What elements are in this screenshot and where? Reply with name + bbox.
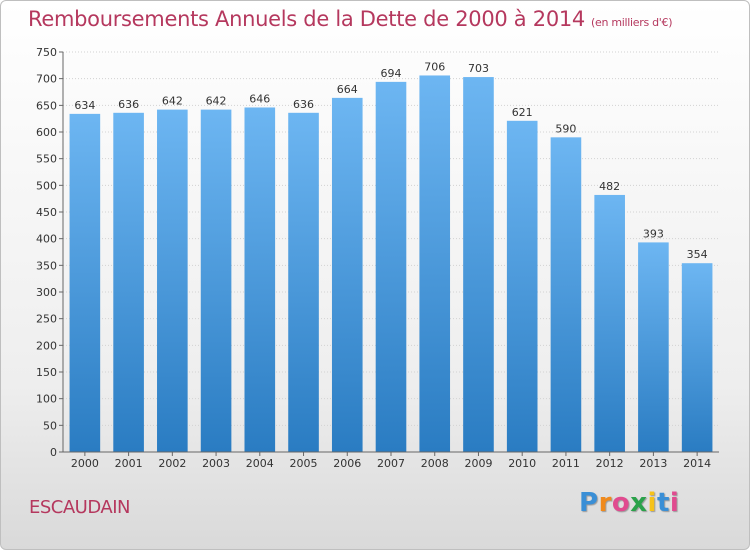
bar-value-label: 634: [74, 99, 95, 112]
y-tick-label: 350: [36, 259, 57, 272]
bar: [594, 194, 625, 452]
bar-value-label: 646: [249, 92, 270, 105]
x-tick-label: 2003: [202, 457, 230, 470]
bar-value-label: 636: [293, 98, 314, 111]
y-tick-label: 500: [36, 179, 57, 192]
x-tick-label: 2000: [71, 457, 99, 470]
y-tick-label: 400: [36, 233, 57, 246]
bar: [157, 109, 188, 452]
x-tick-label: 2014: [683, 457, 711, 470]
bar-value-label: 393: [643, 227, 664, 240]
bar: [69, 113, 101, 452]
x-tick-label: 2012: [596, 457, 624, 470]
y-tick-label: 200: [36, 339, 57, 352]
y-tick-label: 100: [36, 393, 57, 406]
bar-value-label: 642: [206, 95, 227, 108]
y-tick-label: 300: [36, 286, 57, 299]
y-tick-label: 250: [36, 313, 57, 326]
y-tick-label: 50: [43, 419, 57, 432]
bar-value-label: 642: [162, 95, 183, 108]
y-tick-label: 650: [36, 99, 57, 112]
bar-value-label: 703: [468, 62, 489, 75]
bar-value-label: 590: [555, 122, 576, 135]
y-tick-label: 750: [36, 46, 57, 59]
bar-value-label: 354: [687, 248, 708, 261]
x-tick-label: 2001: [115, 457, 143, 470]
x-tick-label: 2009: [464, 457, 492, 470]
x-tick-label: 2008: [421, 457, 449, 470]
city-name: ESCAUDAIN: [29, 497, 131, 518]
y-tick-label: 600: [36, 126, 57, 139]
x-tick-label: 2013: [639, 457, 667, 470]
y-tick-label: 550: [36, 153, 57, 166]
y-tick-label: 450: [36, 206, 57, 219]
chart-title: Remboursements Annuels de la Dette de 20…: [28, 7, 672, 31]
bars: 634 636 642 642 646 636 664 694 706 703 621 590 482 3…: [69, 60, 713, 453]
y-tick-label: 700: [36, 73, 57, 86]
bar: [288, 112, 319, 453]
bar: [506, 120, 538, 453]
bar: [113, 112, 144, 453]
bar: [550, 137, 582, 453]
bar: [331, 97, 363, 452]
bar: [638, 242, 669, 452]
proxiti-logo[interactable]: Proxiti: [579, 488, 680, 518]
x-tick-label: 2007: [377, 457, 405, 470]
bar: [419, 75, 451, 452]
bar-value-label: 636: [118, 98, 139, 111]
axes: 0 50 100 150 200 250 300 350 400 450 500 550 600 650 7…: [36, 46, 719, 470]
bar-value-label: 664: [337, 83, 358, 96]
bar-value-label: 621: [512, 106, 533, 119]
x-tick-label: 2002: [158, 457, 186, 470]
bar-value-label: 482: [599, 180, 620, 193]
x-tick-label: 2006: [333, 457, 361, 470]
x-tick-label: 2011: [552, 457, 580, 470]
bar: [244, 107, 276, 452]
bar: [375, 81, 407, 452]
bar-value-label: 706: [424, 60, 445, 73]
y-tick-label: 0: [50, 446, 57, 459]
y-tick-label: 150: [36, 366, 57, 379]
bar: [463, 77, 494, 453]
chart-unit: (en milliers d'€): [591, 16, 673, 29]
bar: [681, 263, 713, 452]
chart-title-text: Remboursements Annuels de la Dette de 20…: [28, 7, 585, 31]
bar: [200, 109, 232, 452]
bar-value-label: 694: [381, 67, 402, 80]
x-tick-label: 2004: [246, 457, 274, 470]
x-tick-label: 2005: [290, 457, 318, 470]
x-tick-label: 2010: [508, 457, 536, 470]
